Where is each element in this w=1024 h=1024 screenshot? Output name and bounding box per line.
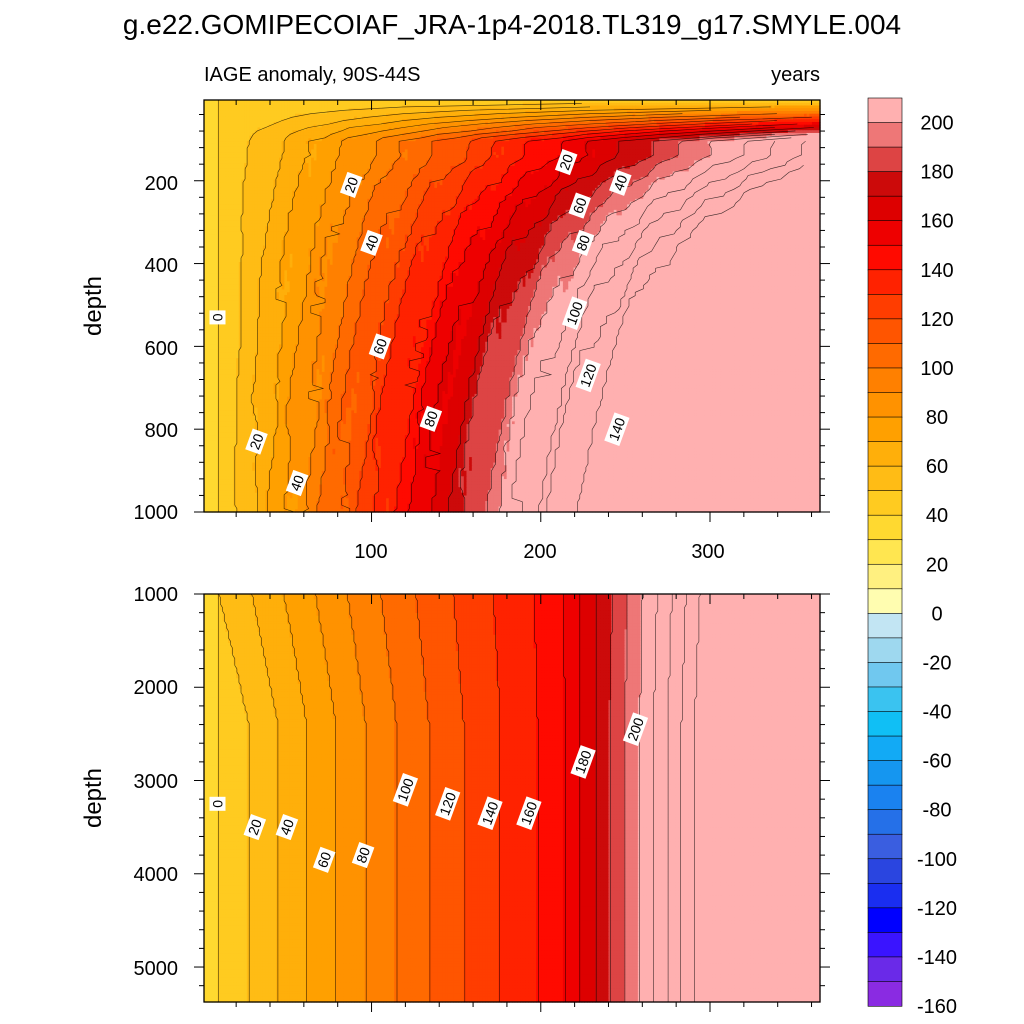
upper-panel: IAGE anomaly, 90S-44S years 020202040404… — [80, 64, 830, 563]
upper-subtitle-left: IAGE anomaly, 90S-44S — [204, 64, 420, 86]
figure-title: g.e22.GOMIPECOIAF_JRA-1p4-2018.TL319_g17… — [123, 9, 901, 40]
upper-subtitle-right: years — [771, 64, 820, 86]
